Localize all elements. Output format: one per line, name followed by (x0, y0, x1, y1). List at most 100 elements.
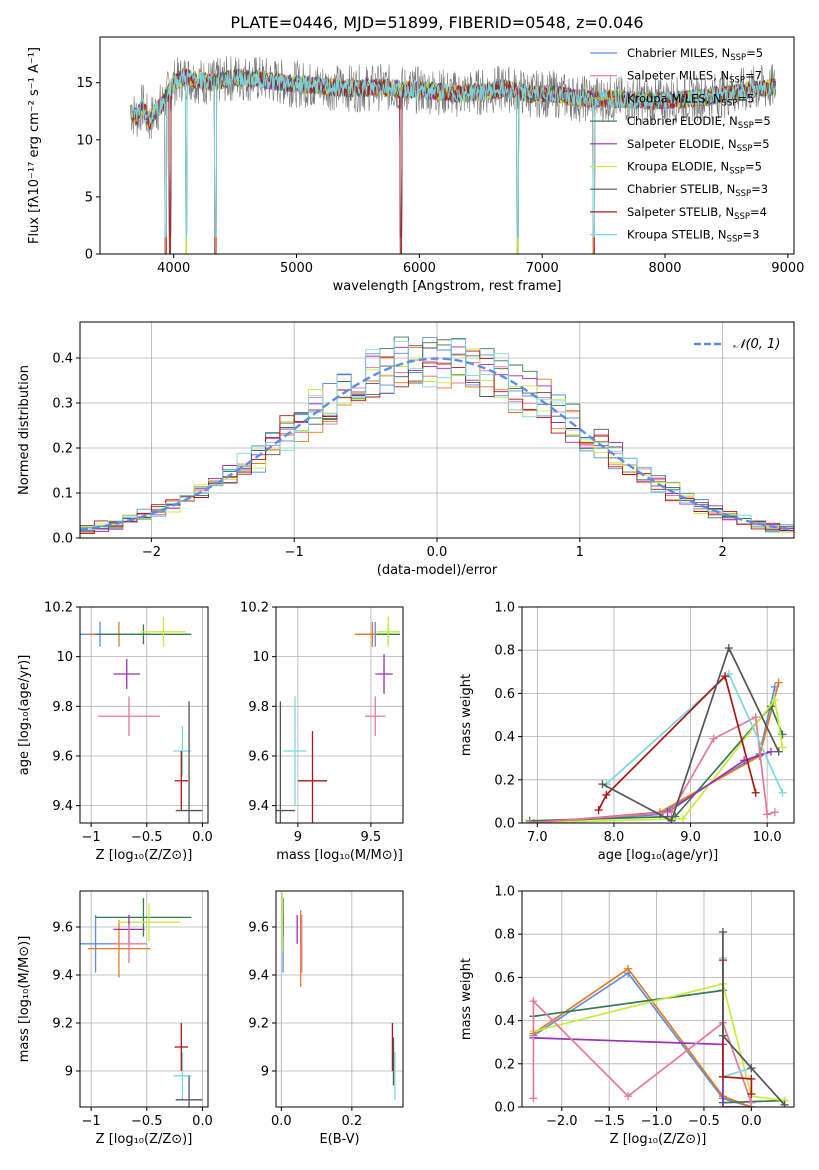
legend-name: Kroupa MILES, N (627, 91, 722, 105)
legend-name: Chabrier ELODIE, N (627, 114, 738, 128)
histogram-4 (80, 346, 794, 533)
legend-entry: Salpeter ELODIE, NSSP=5 (627, 137, 770, 154)
legend-entry: Kroupa MILES, NSSP=5 (627, 91, 754, 108)
x-axis-label: wavelength [Angstrom, rest frame] (333, 279, 562, 294)
weight-marker (718, 1072, 727, 1081)
y-tick-label: 9.2 (52, 1017, 73, 1032)
weight-marker (667, 816, 676, 823)
spectrum-plot-area (130, 55, 777, 254)
legend-suffix: =5 (746, 46, 763, 60)
y-tick-label: 0.6 (494, 687, 515, 702)
weight-marker (678, 814, 687, 823)
weight-marker (778, 743, 787, 752)
weight-marker (624, 964, 633, 973)
y-axis-label: Flux [fλ10⁻¹⁷ erg cm⁻² s⁻¹ A⁻¹] (27, 47, 42, 244)
errorbar-point (375, 654, 393, 694)
legend-entry: Chabrier MILES, NSSP=5 (627, 46, 763, 63)
weight-vs-Z-plot-area (529, 928, 789, 1107)
x-tick-label: 7.0 (527, 830, 548, 845)
mass-vs-ebv-panel: 0.0 0.2 9 9.2 9.4 9.6 E(B-V) (248, 890, 404, 1147)
errorbar-point (173, 1051, 192, 1100)
legend-name: Kroupa STELIB, N (627, 228, 727, 242)
x-tick-label: −2.0 (546, 1114, 578, 1129)
x-tick-label: 10.0 (753, 830, 782, 845)
x-tick-label: 9.0 (680, 830, 701, 845)
y-tick-label: 0.8 (494, 928, 515, 943)
y-axis-label: mass weight (459, 958, 474, 1040)
y-tick-label: 10 (252, 650, 269, 665)
errorbar-point (87, 919, 151, 978)
weight-line-1 (532, 967, 752, 1107)
legend-sub: SSP (730, 53, 746, 63)
weight-marker (780, 1100, 789, 1107)
y-tick-label: 0.8 (494, 644, 515, 659)
x-axis-label: E(B-V) (319, 1132, 359, 1147)
y-tick-label: 0.4 (494, 730, 515, 745)
legend-sub: SSP (735, 189, 751, 199)
weight-line-0 (532, 971, 752, 1107)
x-tick-label: 0.0 (192, 830, 213, 845)
weight-line-3 (533, 982, 785, 1102)
y-tick-label: 9.2 (248, 1017, 269, 1032)
legend-sub: SSP (737, 144, 753, 154)
legend-sub: SSP (729, 167, 745, 177)
weight-marker (770, 695, 779, 704)
weight-marker (594, 806, 603, 815)
y-axis-label: mass [log₁₀(M/M⊙)] (17, 936, 32, 1063)
residuals-plot-area (80, 336, 794, 535)
legend-entry: Kroupa ELODIE, NSSP=5 (627, 160, 762, 177)
x-tick-label: −1 (82, 1114, 101, 1129)
legend-suffix: =3 (742, 228, 759, 242)
x-tick-label: 8000 (648, 261, 681, 276)
errorbar-point (175, 701, 203, 823)
weight-line-3 (525, 697, 784, 823)
x-tick-label: −1 (82, 830, 101, 845)
axes-frame (79, 890, 209, 1108)
weight-marker (529, 997, 538, 1006)
x-tick-label: 2 (718, 545, 726, 560)
legend-suffix: =5 (737, 91, 754, 105)
y-tick-label: 0.0 (494, 1101, 515, 1116)
weight-marker (718, 1103, 727, 1107)
weight-marker (525, 819, 534, 823)
y-tick-label: 10 (76, 133, 93, 148)
y-tick-label: 0.0 (52, 532, 73, 547)
y-tick-label: 9 (65, 1065, 73, 1080)
age-vs-Z-plot-area (80, 616, 203, 823)
axes-frame (99, 36, 795, 255)
x-axis-label: mass [log₁₀(M/M⊙)] (276, 848, 403, 863)
weight-marker (724, 644, 733, 653)
y-tick-label: 15 (76, 76, 93, 91)
y-tick-label: 0 (85, 248, 93, 263)
errorbar-point (297, 731, 328, 823)
weight-line-6 (605, 672, 784, 794)
weight-line-7 (597, 674, 757, 811)
legend-name: Kroupa ELODIE, N (627, 160, 729, 174)
mass-vs-ebv-plot-area (281, 893, 396, 1100)
y-tick-label: 9.4 (52, 969, 73, 984)
weight-vs-age-plot-area (522, 644, 787, 823)
y-tick-label: 9.6 (248, 921, 269, 936)
errorbar-point (173, 726, 192, 776)
y-tick-label: 0.2 (494, 1057, 515, 1072)
mass-vs-Z-panel: −1 −0.5 0.0 9 9.2 9.4 9.6 Z [log₁₀(Z/Z⊙)] mass [… (17, 890, 213, 1147)
x-tick-label: 5000 (280, 261, 313, 276)
y-tick-label: 0.4 (494, 1014, 515, 1029)
weight-vs-Z-panel: −2.0 −1.5 −1.0 −0.5 0.0 0.0 0.2 0.4 0.6 0.8 1.0 Z [… (459, 885, 795, 1147)
y-tick-label: 9 (261, 1065, 269, 1080)
errorbar-point (111, 924, 147, 963)
x-tick-label: −1.5 (593, 1114, 625, 1129)
errorbar-point (376, 616, 401, 647)
legend-entry: Chabrier ELODIE, NSSP=5 (627, 114, 771, 131)
x-tick-label: 0.2 (342, 1114, 363, 1129)
y-tick-label: 9.4 (248, 969, 269, 984)
weight-line-8 (722, 932, 786, 1106)
weight-line-5 (529, 715, 776, 823)
x-axis-label: (data-model)/error (377, 563, 498, 578)
legend-name: Salpeter MILES, N (627, 69, 729, 83)
legend-suffix: =5 (745, 160, 762, 174)
legend-sub: SSP (734, 212, 750, 222)
weight-marker (718, 1031, 727, 1040)
y-tick-label: 9.8 (52, 700, 73, 715)
weight-marker (709, 734, 718, 743)
